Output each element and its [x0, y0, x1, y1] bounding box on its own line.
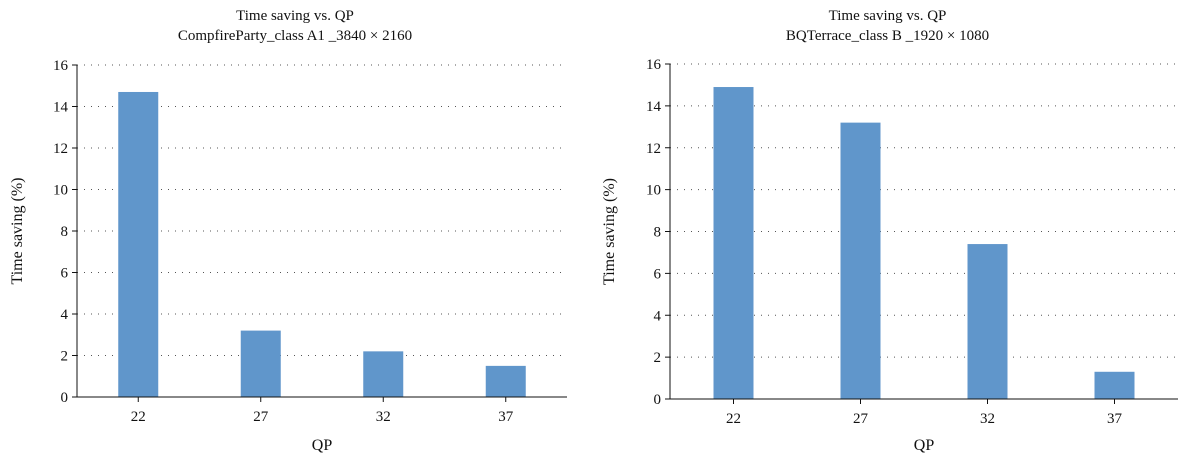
x-tick-label: 37 — [498, 409, 514, 425]
chart-panel-right: Time saving vs. QP BQTerrace_class B _19… — [592, 0, 1183, 455]
bar-27 — [840, 122, 881, 399]
bar-27 — [240, 330, 281, 397]
y-tick-label: 12 — [53, 141, 68, 157]
y-tick-label: 0 — [654, 392, 662, 408]
y-tick-label: 2 — [654, 350, 662, 366]
chart-subtitle: CompfireParty_class A1 _3840 × 2160 — [177, 28, 413, 44]
x-axis-label: QP — [914, 437, 935, 454]
y-tick-label: 10 — [53, 183, 68, 199]
y-tick-label: 6 — [61, 266, 69, 282]
y-tick-label: 4 — [61, 307, 69, 323]
y-tick-label: 0 — [61, 390, 69, 406]
y-tick-label: 16 — [646, 57, 662, 73]
bar-32 — [363, 351, 404, 397]
x-axis-label: QP — [312, 437, 333, 454]
y-tick-label: 6 — [654, 266, 662, 282]
chart-subtitle: BQTerrace_class B _1920 × 1080 — [785, 28, 990, 44]
x-tick-label: 32 — [376, 409, 391, 425]
x-tick-label: 37 — [1107, 411, 1123, 427]
x-tick-label: 27 — [853, 411, 869, 427]
bar-22 — [713, 87, 754, 399]
y-tick-label: 14 — [646, 99, 662, 115]
y-tick-label: 8 — [654, 225, 662, 241]
bar-22 — [118, 91, 159, 397]
y-axis-label: Time saving (%) — [601, 178, 618, 285]
y-tick-label: 14 — [53, 100, 69, 116]
x-tick-label: 22 — [726, 411, 741, 427]
x-tick-label: 22 — [131, 409, 146, 425]
bar-32 — [967, 244, 1008, 399]
y-tick-label: 8 — [61, 224, 69, 240]
bar-chart: 22 27 32 37 0 2 4 6 8 10 12 14 16 QP Time saving (%) — [9, 58, 567, 454]
y-tick-label: 12 — [646, 141, 661, 157]
y-axis-label: Time saving (%) — [9, 178, 26, 285]
y-tick-label: 4 — [654, 308, 662, 324]
chart-panel-left: Time saving vs. QP CompfireParty_class A… — [0, 0, 590, 455]
chart-title: Time saving vs. QP — [828, 8, 947, 24]
x-tick-label: 32 — [980, 411, 995, 427]
x-tick-label: 27 — [253, 409, 269, 425]
bar-37 — [1094, 371, 1135, 399]
y-tick-label: 16 — [53, 58, 69, 74]
chart-title: Time saving vs. QP — [236, 8, 354, 24]
y-tick-label: 2 — [61, 349, 69, 365]
bar-chart: 22 27 32 37 0 2 4 6 8 10 12 14 16 QP Time saving (%) — [601, 57, 1178, 454]
y-tick-label: 10 — [646, 183, 661, 199]
bar-37 — [485, 365, 526, 397]
